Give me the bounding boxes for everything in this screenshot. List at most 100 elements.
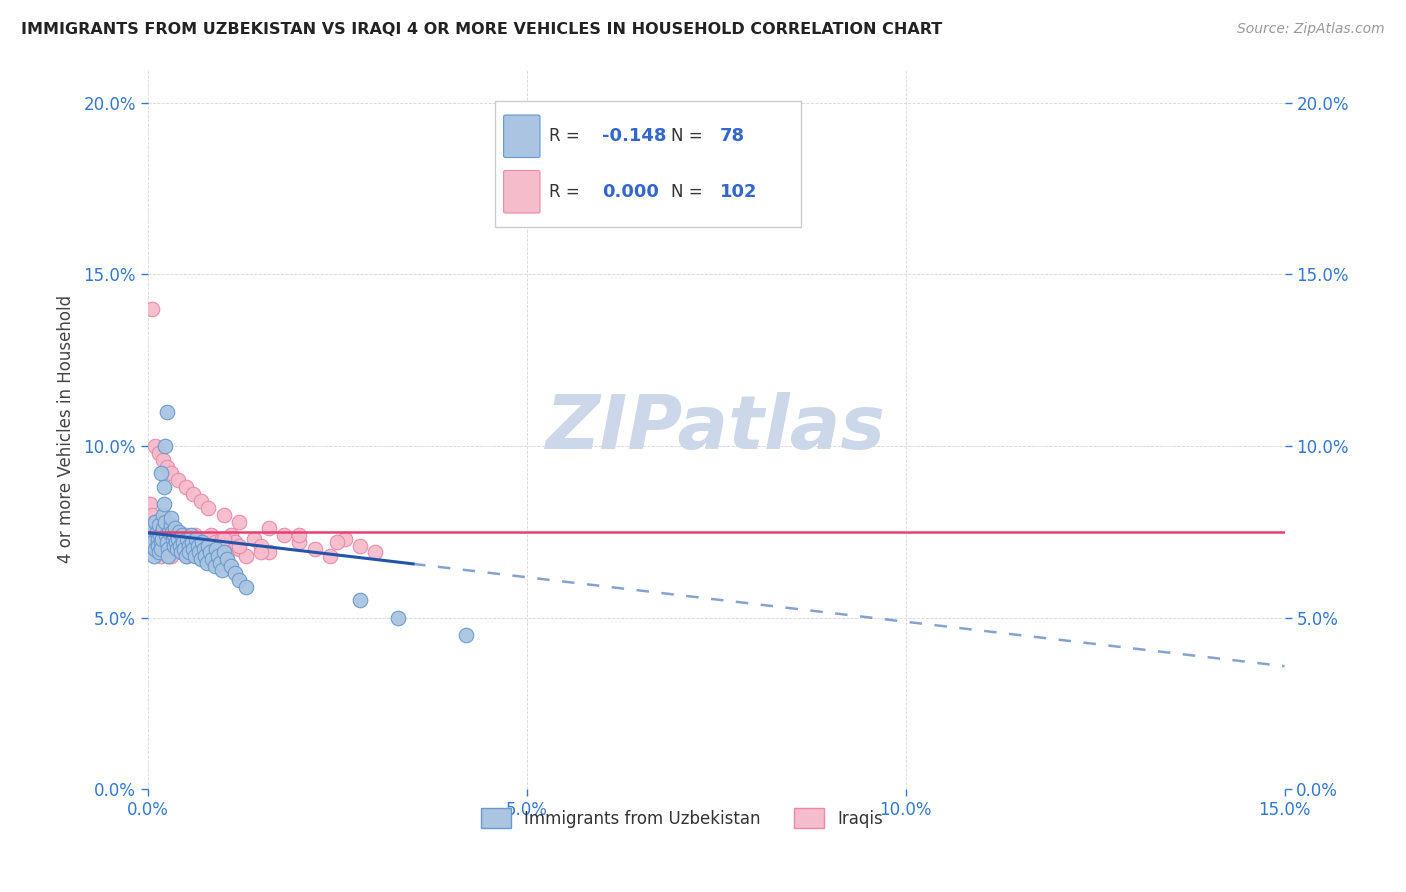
Point <box>219 528 242 542</box>
Point <box>197 549 219 563</box>
Point <box>138 524 160 539</box>
Point <box>155 528 177 542</box>
Text: 102: 102 <box>720 183 756 201</box>
Point <box>155 532 177 546</box>
Point <box>188 545 211 559</box>
Point <box>190 494 212 508</box>
FancyBboxPatch shape <box>503 170 540 213</box>
Point <box>212 545 235 559</box>
Point <box>150 467 173 481</box>
Point <box>219 559 242 574</box>
Point <box>195 556 218 570</box>
Y-axis label: 4 or more Vehicles in Household: 4 or more Vehicles in Household <box>58 295 75 563</box>
Point <box>162 545 184 559</box>
Point <box>173 541 195 556</box>
Point <box>156 535 179 549</box>
Point <box>208 549 231 563</box>
Point <box>217 545 239 559</box>
Point <box>156 459 179 474</box>
Point <box>179 532 201 546</box>
Point <box>156 528 179 542</box>
Point <box>235 580 257 594</box>
Point <box>516 181 538 195</box>
Point <box>157 549 180 563</box>
Point <box>149 541 172 556</box>
Point <box>152 452 174 467</box>
Point <box>157 549 180 563</box>
Text: IMMIGRANTS FROM UZBEKISTAN VS IRAQI 4 OR MORE VEHICLES IN HOUSEHOLD CORRELATION : IMMIGRANTS FROM UZBEKISTAN VS IRAQI 4 OR… <box>21 22 942 37</box>
Point <box>186 535 208 549</box>
Point <box>170 528 193 542</box>
Point <box>149 528 172 542</box>
Point <box>167 532 190 546</box>
Point <box>326 535 349 549</box>
Point <box>207 549 229 563</box>
Point <box>176 549 198 563</box>
Point <box>257 545 280 559</box>
Point <box>228 541 250 556</box>
Point <box>157 541 180 556</box>
Point <box>143 535 166 549</box>
Point <box>149 535 172 549</box>
Point <box>139 528 162 542</box>
Point <box>142 549 165 563</box>
Point <box>152 521 174 535</box>
Point <box>156 541 179 556</box>
Point <box>181 487 204 501</box>
Point <box>349 539 371 553</box>
Point <box>167 539 190 553</box>
Point <box>228 539 250 553</box>
Point <box>152 508 174 522</box>
Point <box>150 532 173 546</box>
Point <box>172 535 194 549</box>
Point <box>243 532 266 546</box>
Point <box>204 535 226 549</box>
Point <box>257 521 280 535</box>
Point <box>176 532 198 546</box>
Point <box>387 610 409 624</box>
Point <box>145 439 167 453</box>
Point <box>162 539 184 553</box>
Point <box>142 528 165 542</box>
Point <box>146 539 169 553</box>
Point <box>318 549 340 563</box>
Point <box>145 541 167 556</box>
Point <box>145 541 167 556</box>
Point <box>212 532 235 546</box>
Point <box>174 528 197 542</box>
Point <box>155 439 177 453</box>
Point <box>170 545 193 559</box>
Point <box>141 301 163 316</box>
Point <box>187 539 209 553</box>
Point <box>165 535 187 549</box>
Point <box>228 573 250 587</box>
Point <box>163 528 186 542</box>
Point <box>150 532 173 546</box>
Point <box>170 545 193 559</box>
Point <box>186 532 208 546</box>
Point <box>146 524 169 539</box>
Point <box>148 528 170 542</box>
Point <box>304 541 326 556</box>
Point <box>172 528 194 542</box>
Point <box>224 566 246 580</box>
Point <box>174 541 197 556</box>
Point <box>190 552 212 566</box>
Point <box>211 532 233 546</box>
Point <box>194 549 217 563</box>
Point <box>288 535 311 549</box>
Point <box>184 528 207 542</box>
Point <box>194 539 217 553</box>
Point <box>150 549 173 563</box>
Point <box>159 467 181 481</box>
Point <box>197 500 219 515</box>
Point <box>152 518 174 533</box>
Point <box>180 535 202 549</box>
Point <box>174 480 197 494</box>
Point <box>148 539 170 553</box>
Point <box>250 539 273 553</box>
Text: R =: R = <box>550 128 585 145</box>
Point <box>167 474 190 488</box>
Point <box>193 541 215 556</box>
Point <box>166 541 188 556</box>
